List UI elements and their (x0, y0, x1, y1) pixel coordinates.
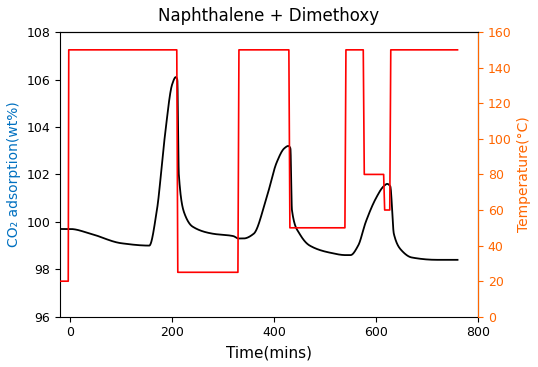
Title: Naphthalene + Dimethoxy: Naphthalene + Dimethoxy (158, 7, 380, 25)
X-axis label: Time(mins): Time(mins) (226, 345, 312, 360)
Y-axis label: CO₂ adsorption(wt%): CO₂ adsorption(wt%) (7, 102, 21, 247)
Y-axis label: Temperature(°C): Temperature(°C) (517, 117, 531, 232)
